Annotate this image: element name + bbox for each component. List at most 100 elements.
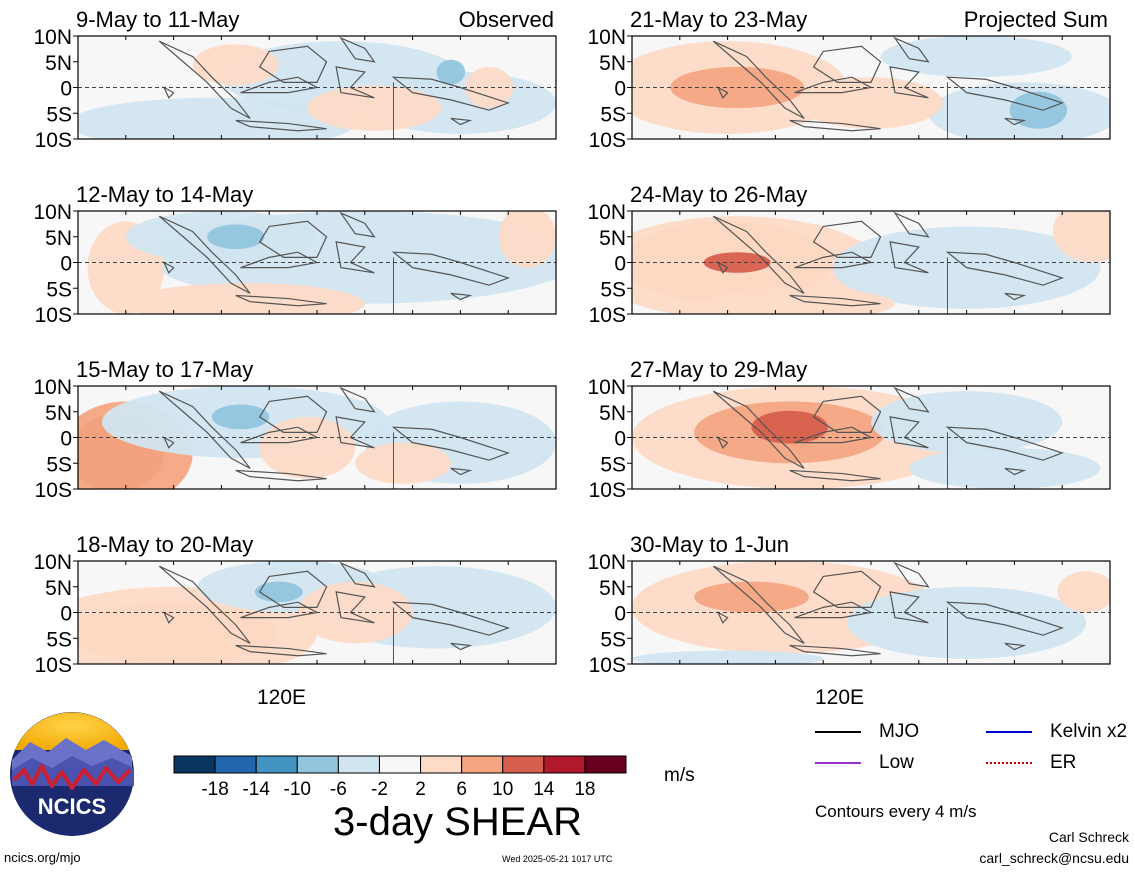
- colorbar: -18 -14 -10 -6 -2 2 6 10 14 18: [173, 755, 627, 800]
- coastline: [713, 38, 1062, 139]
- panel-title: 21-May to 23-May: [630, 7, 807, 32]
- lat-label: 10S: [589, 654, 626, 677]
- lat-label: 10N: [587, 551, 626, 574]
- colorbar-swatch: [337, 755, 380, 774]
- colorbar-tick-label: 18: [574, 779, 595, 800]
- colorbar-tick-label: -2: [371, 779, 388, 800]
- colorbar-swatch: [420, 755, 463, 774]
- colorbar-units: m/s: [664, 765, 695, 786]
- legend-mjo-label: MJO: [879, 721, 920, 742]
- lat-label: 5N: [45, 52, 72, 75]
- shading-field: [78, 36, 556, 139]
- colorbar-tick-label: -14: [242, 779, 270, 800]
- colorbar-swatch: [173, 755, 216, 774]
- lat-label: 5N: [599, 577, 626, 600]
- panel-title: 30-May to 1-Jun: [630, 532, 789, 557]
- lat-label: 5S: [46, 628, 72, 651]
- coastline: [713, 563, 1062, 664]
- legend-low-label: Low: [879, 752, 914, 773]
- lat-label: 10S: [589, 129, 626, 152]
- lat-label: 0: [60, 603, 72, 626]
- panel-title: 18-May to 20-May: [76, 532, 253, 557]
- colorbar-swatch: [378, 755, 422, 774]
- colorbar-swatch: [296, 755, 339, 774]
- left-panel-3: 10N 5N 05S 10S 15-May to 17-May: [33, 357, 557, 502]
- lat-label: 10N: [33, 376, 72, 399]
- shading-field: [78, 211, 556, 314]
- panel-title: 15-May to 17-May: [76, 357, 253, 382]
- left-panel-4: 10N 5N 05S 10S 18-May to 20-May: [33, 532, 557, 677]
- shading-field: [78, 386, 556, 489]
- legend-mjo-line: [815, 731, 861, 733]
- logo-text: NCICS: [38, 794, 106, 819]
- lat-label: 5N: [599, 52, 626, 75]
- shading-field: [632, 561, 1110, 664]
- colorbar-tick-label: 10: [492, 779, 513, 800]
- legend-er-line: [986, 762, 1032, 764]
- right-panel-3: 10N 5N 05S 10S 27-May to 29-May: [587, 357, 1111, 502]
- coastline: [159, 388, 508, 489]
- legend-er: ER: [986, 752, 1076, 774]
- colorbar-tick-label: 14: [533, 779, 555, 800]
- shading-field: [632, 36, 1110, 139]
- right-panel-4: 10N 5N 05S 10S 30-May to 1-Jun: [587, 532, 1111, 677]
- right-panel-2: 10N 5N 05S 10S 24-May to 26-May: [587, 182, 1111, 327]
- right-panel-1: 10N 5N 05S 10S 21-May to 23-May Projected Sum: [587, 7, 1111, 152]
- coastline: [159, 38, 508, 139]
- coastline: [159, 563, 508, 664]
- lat-label: 0: [614, 78, 626, 101]
- coastline: [159, 213, 508, 314]
- colorbar-swatch: [255, 755, 298, 774]
- lat-label: 5S: [600, 103, 626, 126]
- panel-title: 27-May to 29-May: [630, 357, 807, 382]
- lat-label: 10N: [33, 551, 72, 574]
- lat-label: 0: [614, 253, 626, 276]
- colorbar-swatch: [461, 755, 504, 774]
- left-panel-1: 10N 5N 05S 10S 9-May to 11-May Observed: [33, 7, 557, 152]
- footer-url[interactable]: ncics.org/mjo: [4, 850, 81, 865]
- footer-timestamp: Wed 2025-05-21 1017 UTC: [502, 854, 613, 864]
- colorbar-swatch: [543, 755, 586, 774]
- colorbar-tick-label: 6: [456, 779, 467, 800]
- legend-kelvin: Kelvin x2: [986, 721, 1127, 743]
- lat-label: 10S: [35, 479, 72, 502]
- colorbar-swatch: [214, 755, 257, 774]
- lat-label: 10N: [33, 201, 72, 224]
- colorbar-tick-label: 2: [415, 779, 426, 800]
- lat-label: 10N: [587, 201, 626, 224]
- colorbar-swatch: [502, 755, 545, 774]
- lat-label: 10N: [587, 376, 626, 399]
- legend-kelvin-line: [986, 731, 1032, 733]
- colorbar-tick-label: -10: [284, 779, 311, 800]
- panel-title: 12-May to 14-May: [76, 182, 253, 207]
- lon-label-left: 120E: [257, 686, 307, 709]
- lat-label: 10S: [35, 304, 72, 327]
- lat-label: 5S: [600, 453, 626, 476]
- lat-label: 5S: [46, 103, 72, 126]
- lat-label: 0: [60, 78, 72, 101]
- lon-label-right: 120E: [815, 686, 865, 709]
- shading-field: [632, 386, 1110, 489]
- panel-title: 24-May to 26-May: [630, 182, 807, 207]
- coastline: [713, 388, 1062, 489]
- left-panel-2: 10N 5N 05S 10S 12-May to 14-May: [33, 182, 557, 327]
- colorbar-swatch: [584, 755, 627, 774]
- shading-field: [78, 561, 556, 664]
- shading-field: [632, 211, 1110, 314]
- projected-label: Projected Sum: [964, 7, 1108, 32]
- legend-low: Low: [815, 752, 914, 774]
- footer-email[interactable]: carl_schreck@ncsu.edu: [979, 850, 1129, 866]
- lat-label: 5N: [45, 577, 72, 600]
- lat-label: 5S: [600, 278, 626, 301]
- lat-label: 10S: [35, 654, 72, 677]
- footer-author: Carl Schreck: [1048, 829, 1129, 845]
- lat-label: 5N: [45, 402, 72, 425]
- lat-label: 10S: [589, 304, 626, 327]
- lat-label: 10N: [587, 26, 626, 49]
- lat-label: 10S: [589, 479, 626, 502]
- lat-label: 0: [614, 603, 626, 626]
- lat-label: 5N: [45, 227, 72, 250]
- lat-label: 5S: [600, 628, 626, 651]
- ncics-logo: NCICS: [10, 712, 134, 836]
